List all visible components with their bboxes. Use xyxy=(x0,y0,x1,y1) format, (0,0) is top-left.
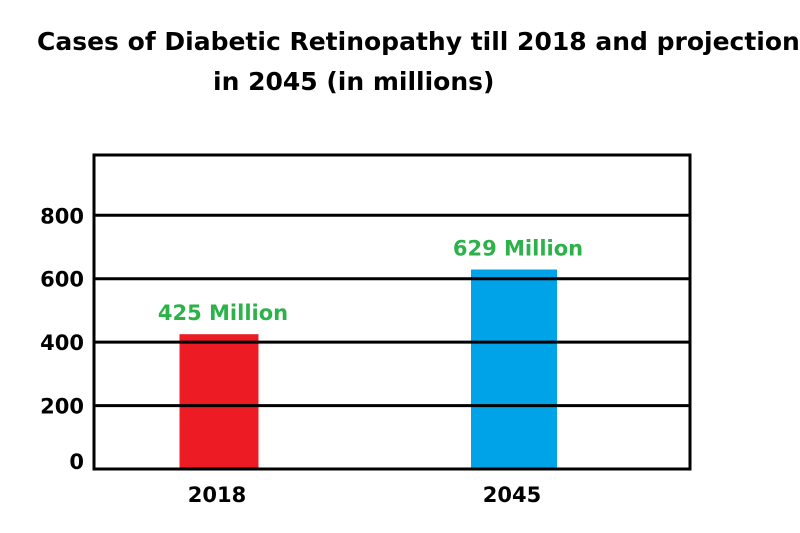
y-tick-label-800: 800 xyxy=(40,204,84,228)
data-label-2045: 629 Million xyxy=(453,236,583,260)
data-label-2018: 425 Million xyxy=(158,301,288,325)
chart-title-line-2: in 2045 (in millions) xyxy=(213,67,495,96)
y-tick-label-400: 400 xyxy=(40,331,84,355)
x-tick-label-2018: 2018 xyxy=(188,483,246,507)
y-tick-label-600: 600 xyxy=(40,268,84,292)
bar-2018 xyxy=(179,334,259,469)
x-tick-label-2045: 2045 xyxy=(483,483,541,507)
bar-2045 xyxy=(471,269,557,469)
chart-title-line-1: Cases of Diabetic Retinopathy till 2018 … xyxy=(37,27,800,56)
y-tick-label-200: 200 xyxy=(40,395,84,419)
plot-frame xyxy=(92,153,692,471)
y-tick-label-0: 0 xyxy=(69,450,84,474)
